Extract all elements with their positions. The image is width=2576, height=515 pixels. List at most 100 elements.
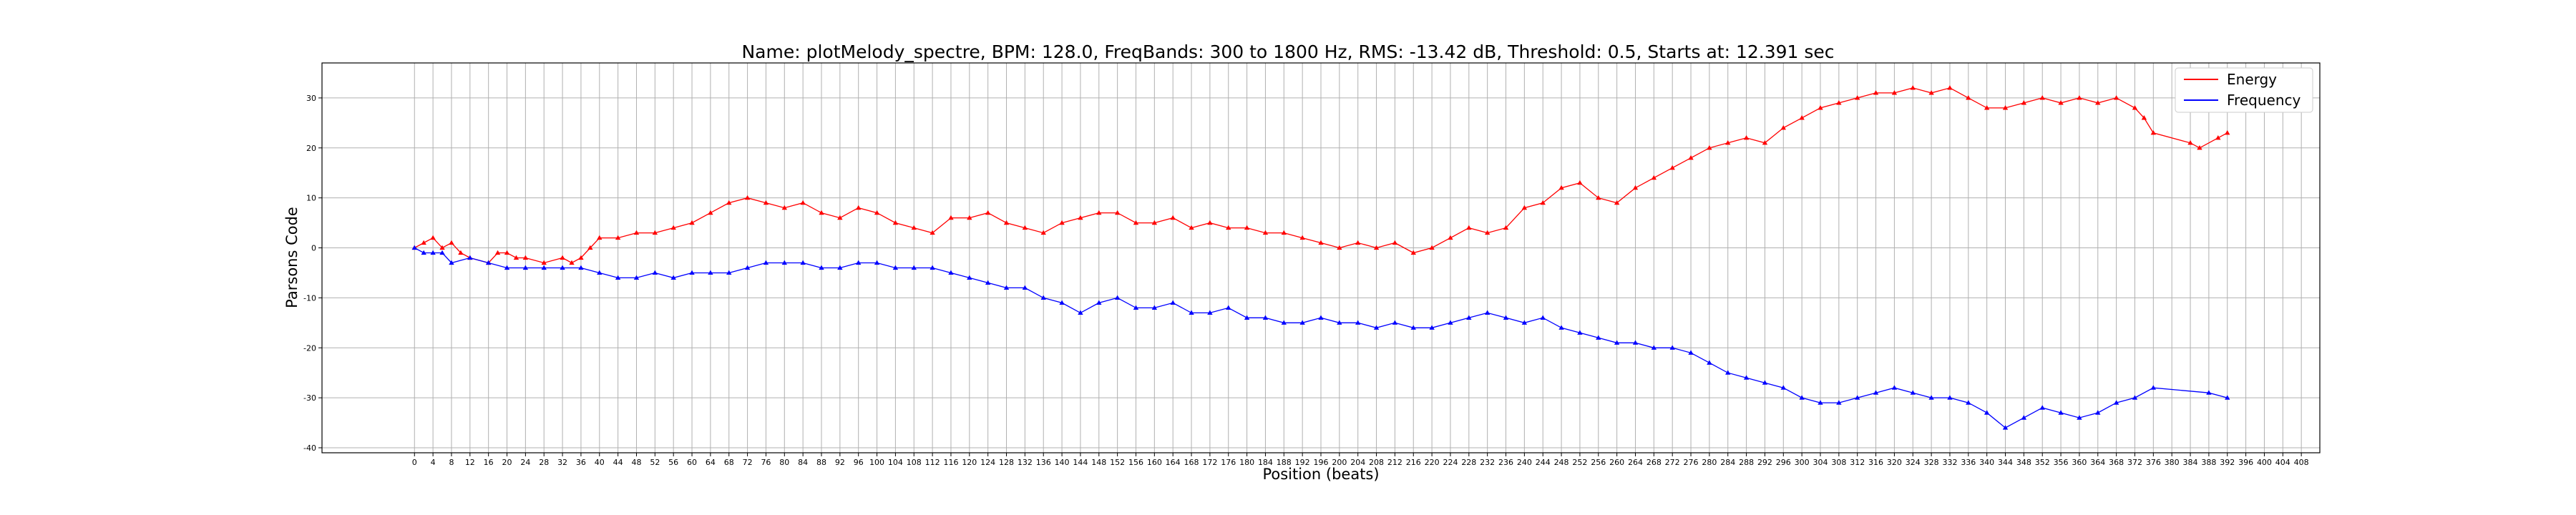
x-tick-label: 52 <box>650 458 660 467</box>
data-point-frequency <box>930 265 935 270</box>
data-point-frequency <box>1448 320 1453 325</box>
data-point-frequency <box>800 260 806 265</box>
data-point-energy <box>1262 230 1269 235</box>
data-point-frequency <box>1521 320 1528 325</box>
data-point-energy <box>1873 90 1879 95</box>
data-point-energy <box>744 195 751 200</box>
x-tick-label: 152 <box>1110 458 1125 467</box>
y-tick-label: 0 <box>311 244 316 253</box>
data-point-energy <box>597 235 602 240</box>
data-point-energy <box>2077 95 2082 100</box>
x-tick-label: 332 <box>1942 458 1957 467</box>
y-tick-label: -40 <box>303 443 316 453</box>
x-tick-label: 116 <box>943 458 958 467</box>
x-tick-label: 36 <box>576 458 586 467</box>
x-tick-label: 160 <box>1147 458 1162 467</box>
data-point-energy <box>2225 130 2230 135</box>
data-point-frequency <box>1966 400 1971 405</box>
data-point-frequency <box>1410 325 1416 330</box>
data-point-frequency <box>1725 370 1731 375</box>
x-tick-label: 340 <box>1979 458 1994 467</box>
series-energy <box>411 85 2230 265</box>
x-tick-label: 216 <box>1406 458 1421 467</box>
x-tick-label: 172 <box>1202 458 1217 467</box>
x-tick-label: 24 <box>520 458 530 467</box>
data-point-energy <box>587 245 593 250</box>
data-point-energy <box>1281 230 1287 235</box>
data-point-energy <box>458 250 464 255</box>
legend-frequency-label: Frequency <box>2227 92 2301 109</box>
x-tick-label: 128 <box>999 458 1014 467</box>
x-tick-label: 300 <box>1795 458 1810 467</box>
data-point-energy <box>1189 225 1194 230</box>
data-point-frequency <box>744 265 751 270</box>
data-point-frequency <box>1984 410 1990 415</box>
data-point-frequency <box>439 250 445 255</box>
x-tick-label: 348 <box>2016 458 2031 467</box>
data-point-energy <box>1429 245 1435 250</box>
data-point-energy <box>1947 85 1953 90</box>
data-point-energy <box>837 215 843 220</box>
x-tick-label: 208 <box>1369 458 1384 467</box>
y-tick-label: 30 <box>306 94 316 103</box>
data-point-energy <box>1448 235 1453 240</box>
data-point-energy <box>1558 185 1564 190</box>
data-point-energy <box>578 255 584 260</box>
data-point-energy <box>781 205 787 210</box>
x-tick-label: 272 <box>1665 458 1680 467</box>
data-point-energy <box>1226 225 1231 230</box>
x-tick-label: 28 <box>539 458 549 467</box>
data-point-frequency <box>1299 320 1305 325</box>
x-tick-label: 296 <box>1776 458 1791 467</box>
data-point-energy <box>522 255 529 260</box>
data-point-frequency <box>1133 305 1139 310</box>
y-tick-label: 20 <box>306 144 316 153</box>
x-tick-label: 64 <box>706 458 716 467</box>
x-tick-label: 188 <box>1277 458 1292 467</box>
data-point-frequency <box>467 255 473 260</box>
data-point-energy <box>892 220 899 225</box>
data-point-frequency <box>615 275 621 280</box>
data-point-energy <box>1484 230 1491 235</box>
x-tick-label: 224 <box>1443 458 1458 467</box>
data-point-energy <box>1133 220 1139 225</box>
x-tick-label: 176 <box>1221 458 1236 467</box>
data-point-energy <box>1337 245 1342 250</box>
data-point-energy <box>800 200 806 205</box>
data-point-frequency <box>430 250 436 255</box>
x-tick-label: 408 <box>2294 458 2309 467</box>
x-tick-label: 140 <box>1055 458 1070 467</box>
x-tick-label: 44 <box>613 458 623 467</box>
data-point-energy <box>1040 230 1046 235</box>
grid <box>322 63 2320 453</box>
x-tick-label: 336 <box>1961 458 1976 467</box>
data-point-energy <box>1614 200 1620 205</box>
data-point-energy <box>911 225 917 230</box>
data-point-energy <box>763 200 769 205</box>
x-tick-label: 320 <box>1887 458 1902 467</box>
data-point-energy <box>2197 144 2202 150</box>
data-point-frequency <box>1799 395 1805 400</box>
data-point-frequency <box>411 245 417 250</box>
data-point-frequency <box>1910 390 1916 395</box>
x-axis-label: Position (beats) <box>1262 466 1379 483</box>
data-point-frequency <box>1484 310 1491 315</box>
x-tick-label: 220 <box>1425 458 1440 467</box>
legend: Energy Frequency <box>2175 67 2313 113</box>
data-point-frequency <box>652 270 658 275</box>
data-point-energy <box>1170 215 1176 220</box>
data-point-energy <box>1003 220 1010 225</box>
data-point-frequency <box>504 265 510 270</box>
data-point-frequency <box>597 270 602 275</box>
data-point-energy <box>1984 105 1990 110</box>
x-tick-label: 100 <box>869 458 884 467</box>
data-point-frequency <box>1873 390 1879 395</box>
data-point-frequency <box>1577 330 1583 335</box>
data-point-frequency <box>874 260 880 265</box>
data-point-frequency <box>578 265 584 270</box>
y-tick-label: -10 <box>303 293 316 303</box>
chart-title: Name: plotMelody_spectre, BPM: 128.0, Fr… <box>741 41 1834 62</box>
x-tick-label: 404 <box>2275 458 2290 467</box>
data-point-energy <box>1577 180 1583 185</box>
